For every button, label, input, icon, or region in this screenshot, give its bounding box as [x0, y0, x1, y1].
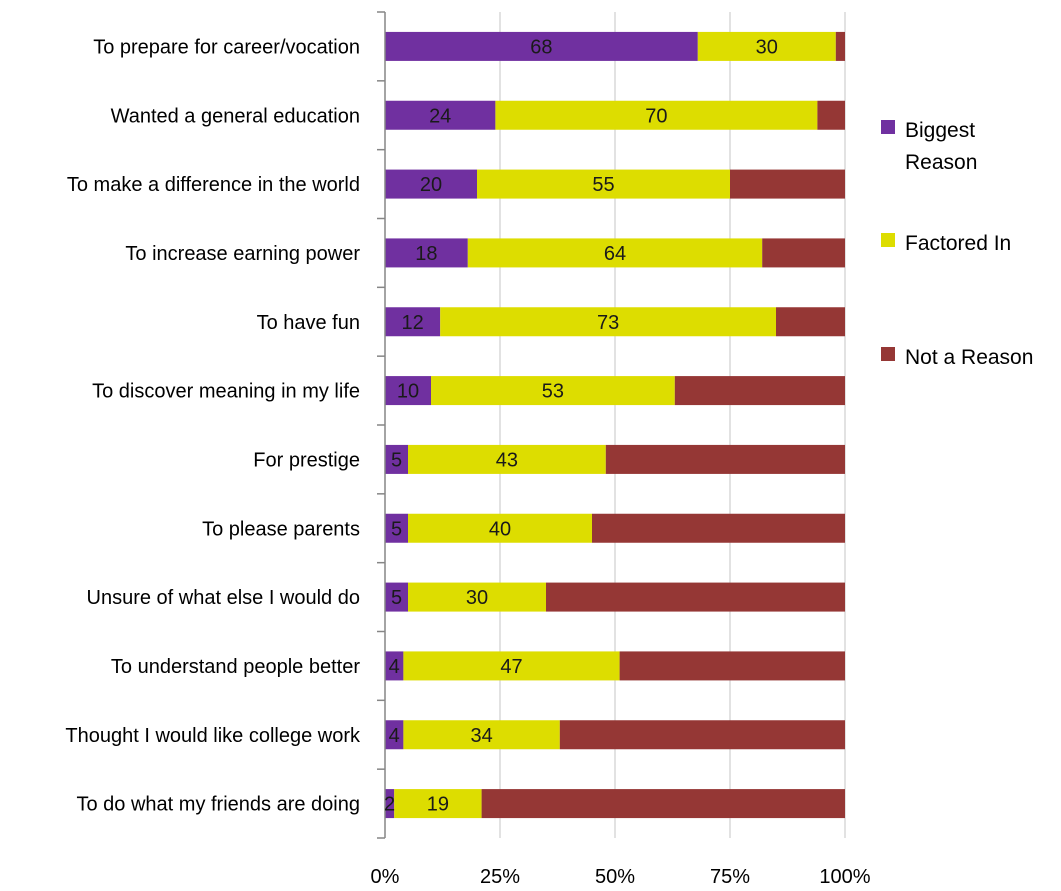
legend-label-biggest-reason: Biggest: [905, 119, 975, 142]
bar-not-a-reason-12: [481, 789, 845, 819]
legend-swatch-biggest-reason: [881, 120, 895, 134]
data-label-factored-in-10: 47: [500, 656, 522, 678]
bar-factored-in-1: [697, 31, 836, 61]
data-label-factored-in-4: 64: [604, 243, 626, 265]
legend-label-not-a-reason: Not a Reason: [905, 346, 1033, 369]
data-label-biggest-reason-11: 4: [389, 725, 400, 747]
bar-factored-in-3: [477, 169, 730, 199]
category-label-12: To do what my friends are doing: [77, 794, 361, 816]
bar-not-a-reason-6: [674, 376, 845, 406]
category-label-4: To increase earning power: [125, 243, 360, 265]
bar-biggest-reason-6: [385, 376, 431, 406]
bar-not-a-reason-4: [762, 238, 845, 268]
bar-biggest-reason-5: [385, 307, 441, 337]
data-label-biggest-reason-4: 18: [415, 243, 437, 265]
bar-factored-in-12: [394, 789, 482, 819]
gridlines: [499, 12, 846, 838]
data-label-factored-in-3: 55: [592, 174, 614, 196]
bar-biggest-reason-1: [385, 31, 698, 61]
bar-not-a-reason-9: [546, 582, 845, 612]
bar-factored-in-8: [408, 513, 592, 543]
legend-swatch-factored-in: [881, 233, 895, 247]
bar-not-a-reason-1: [835, 31, 845, 61]
bar-factored-in-7: [408, 444, 606, 474]
bars: [385, 31, 845, 819]
bar-not-a-reason-5: [776, 307, 845, 337]
bar-biggest-reason-2: [385, 100, 496, 130]
category-label-5: To have fun: [257, 312, 360, 334]
data-label-factored-in-11: 34: [470, 725, 492, 747]
data-label-factored-in-6: 53: [542, 381, 564, 403]
bar-biggest-reason-11: [385, 720, 404, 750]
x-tick-label: 75%: [710, 866, 750, 886]
bar-not-a-reason-2: [817, 100, 845, 130]
category-label-9: Unsure of what else I would do: [87, 587, 361, 609]
data-label-biggest-reason-3: 20: [420, 174, 442, 196]
bar-factored-in-11: [403, 720, 560, 750]
bar-factored-in-2: [495, 100, 818, 130]
category-label-1: To prepare for career/vocation: [93, 36, 360, 58]
bar-biggest-reason-4: [385, 238, 468, 268]
bar-factored-in-10: [403, 651, 620, 681]
bar-not-a-reason-8: [592, 513, 845, 543]
data-label-biggest-reason-7: 5: [391, 449, 402, 471]
bar-not-a-reason-11: [559, 720, 845, 750]
data-label-factored-in-9: 30: [466, 587, 488, 609]
bar-not-a-reason-3: [730, 169, 845, 199]
bar-biggest-reason-7: [385, 444, 408, 474]
data-label-biggest-reason-2: 24: [429, 105, 451, 127]
data-label-biggest-reason-8: 5: [391, 518, 402, 540]
category-label-10: To understand people better: [111, 656, 360, 678]
bar-biggest-reason-12: [385, 789, 395, 819]
data-label-biggest-reason-12: 2: [384, 794, 395, 816]
category-label-3: To make a difference in the world: [67, 174, 360, 196]
bar-factored-in-6: [431, 376, 675, 406]
category-label-6: To discover meaning in my life: [92, 381, 360, 403]
bar-factored-in-5: [440, 307, 776, 337]
labels: 68 30 24 70 20 55 18 64 12 73 10 53 5 43 5 40 5 30 4 47 4 34 2…: [384, 36, 778, 815]
axes: 0% 25% 50% 75% 100% To prepare for career/voc…: [65, 11, 871, 888]
data-label-factored-in-1: 30: [756, 36, 778, 58]
data-label-factored-in-7: 43: [496, 449, 518, 471]
x-tick-label: 0%: [371, 866, 400, 886]
bar-biggest-reason-8: [385, 513, 408, 543]
bar-biggest-reason-3: [385, 169, 477, 199]
bar-not-a-reason-7: [605, 444, 845, 474]
data-label-biggest-reason-6: 10: [397, 381, 419, 403]
legend-label-biggest-reason: Reason: [905, 151, 977, 174]
data-label-biggest-reason-1: 68: [530, 36, 552, 58]
bar-factored-in-9: [408, 582, 546, 612]
bar-biggest-reason-10: [385, 651, 404, 681]
bar-not-a-reason-10: [619, 651, 845, 681]
category-label-11: Thought I would like college work: [65, 725, 361, 747]
data-label-factored-in-12: 19: [427, 794, 449, 816]
data-label-biggest-reason-10: 4: [389, 656, 400, 678]
data-label-biggest-reason-5: 12: [401, 312, 423, 334]
x-tick-label: 50%: [595, 866, 635, 886]
category-label-7: For prestige: [253, 449, 360, 471]
bar-factored-in-4: [467, 238, 763, 268]
x-tick-label: 100%: [819, 866, 870, 886]
bar-biggest-reason-9: [385, 582, 408, 612]
x-tick-label: 25%: [480, 866, 520, 886]
data-label-factored-in-5: 73: [597, 312, 619, 334]
category-label-2: Wanted a general education: [111, 105, 360, 127]
data-label-factored-in-2: 70: [645, 105, 667, 127]
data-label-factored-in-8: 40: [489, 518, 511, 540]
legend: Biggest Reason Factored In Not a Reason: [881, 119, 1033, 369]
data-label-biggest-reason-9: 5: [391, 587, 402, 609]
legend-swatch-not-a-reason: [881, 347, 895, 361]
legend-label-factored-in: Factored In: [905, 232, 1011, 255]
category-label-8: To please parents: [202, 518, 360, 540]
